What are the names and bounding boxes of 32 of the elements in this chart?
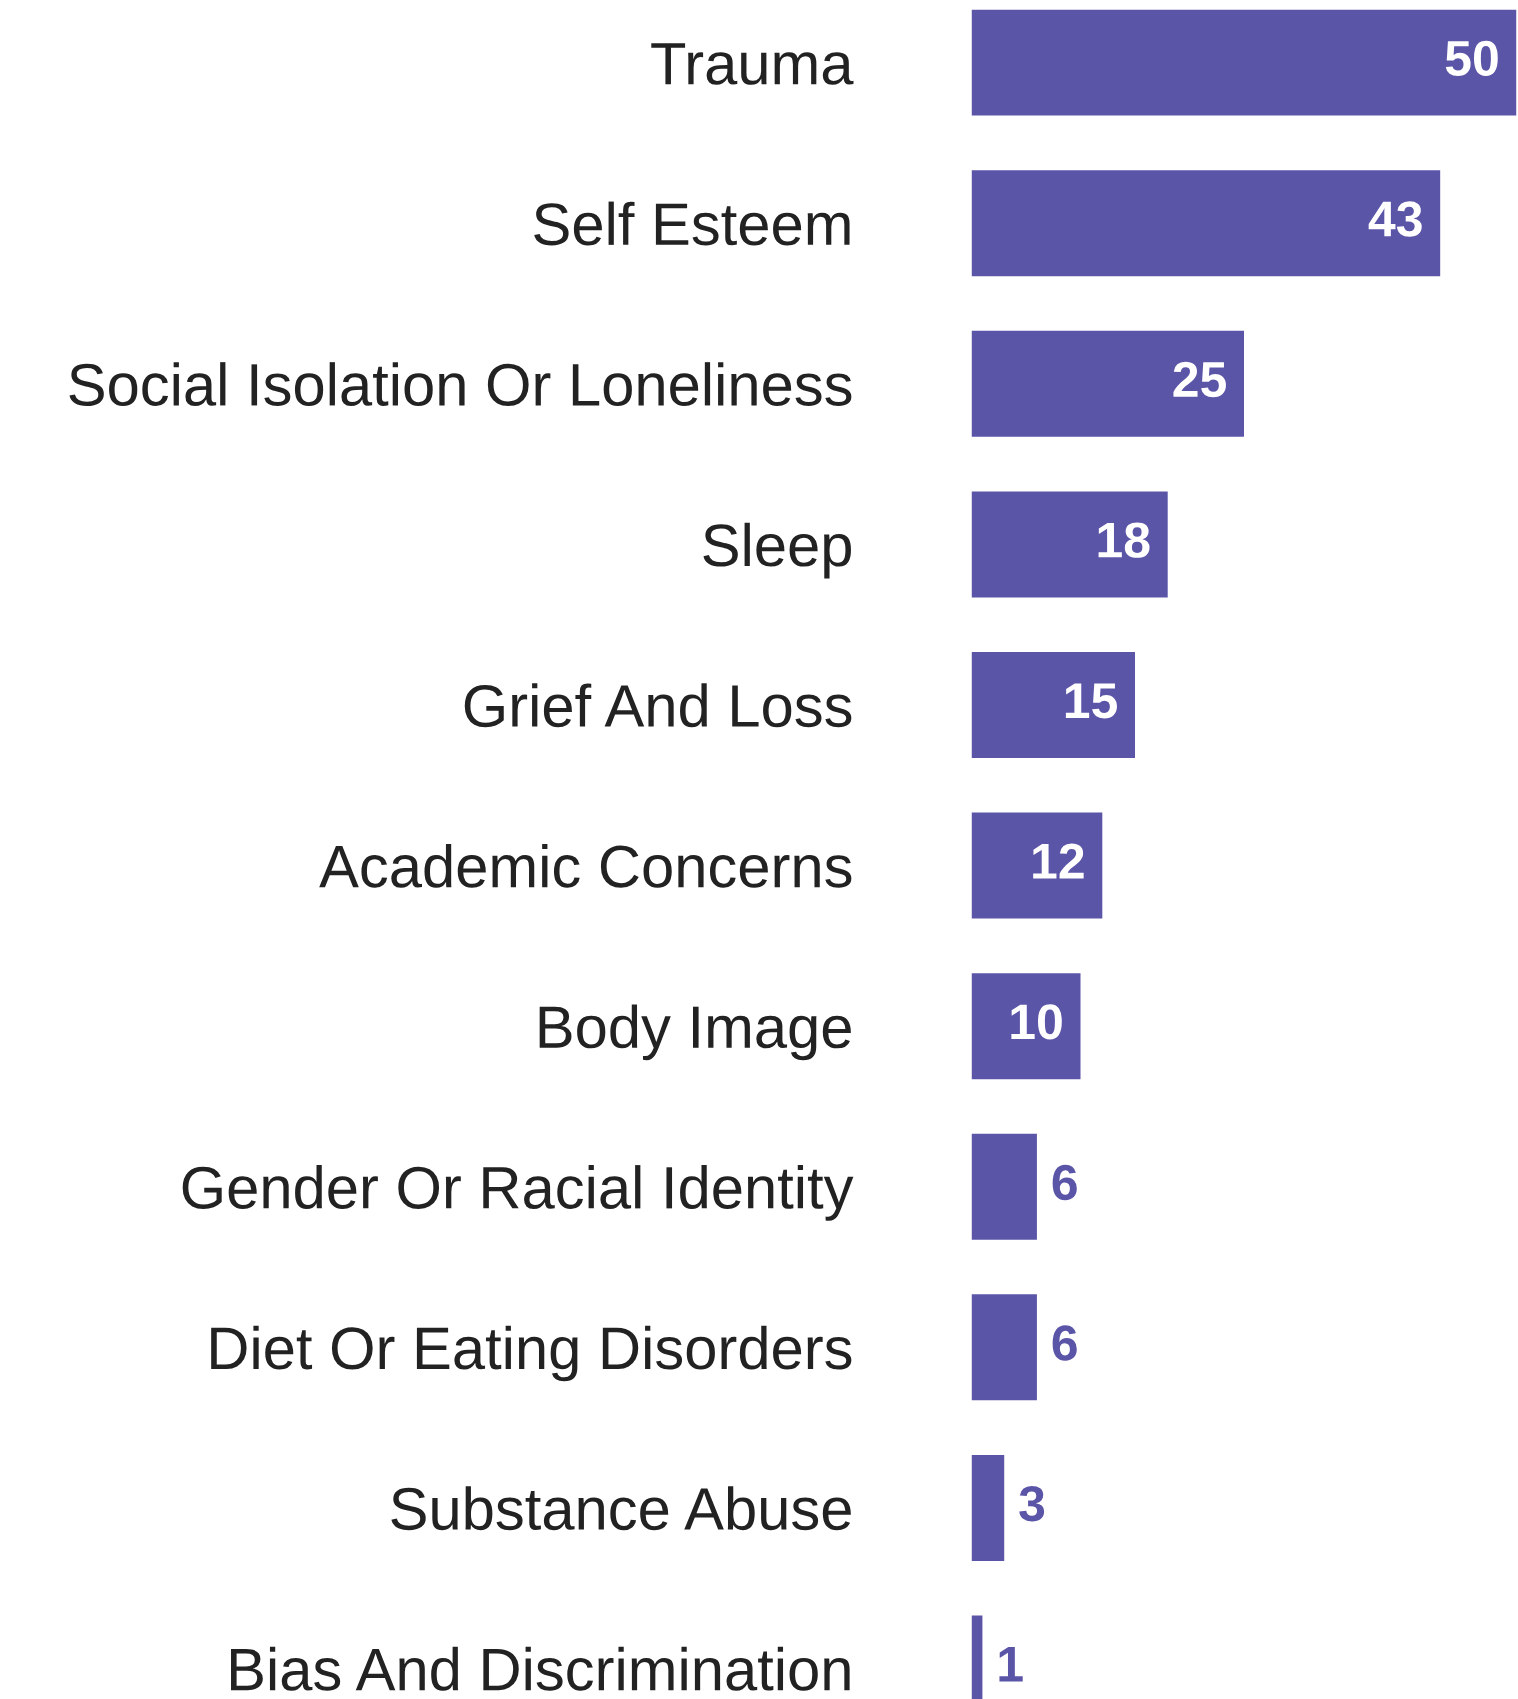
data-label: 10: [1011, 1004, 1062, 1040]
bar: [971, 1294, 1037, 1401]
bar: [971, 973, 1081, 1080]
y-tick-label: Self Esteem: [534, 201, 850, 246]
data-label: 15: [1065, 683, 1117, 719]
y-tick-label: Diet Or Eating Disorders: [211, 1325, 852, 1382]
data-label: 12: [1033, 843, 1084, 879]
y-tick-label: Body Image: [539, 1004, 851, 1061]
data-label: 43: [1368, 201, 1422, 237]
bar: [971, 9, 1517, 116]
data-label: 6: [1052, 1325, 1077, 1361]
data-label: 50: [1445, 40, 1498, 77]
y-tick-label: Social Isolation Or Loneliness: [69, 362, 852, 407]
data-label: 25: [1173, 361, 1226, 398]
bar: [971, 1454, 1005, 1561]
bar: [971, 491, 1168, 598]
bar: [971, 330, 1244, 437]
y-tick-label: Bias And Discrimination: [231, 1646, 850, 1691]
y-tick-label: Trauma: [651, 43, 854, 85]
bar: [971, 651, 1136, 758]
data-label: 1: [999, 1647, 1023, 1682]
bar: [971, 1133, 1037, 1240]
y-tick-label: Sleep: [703, 522, 851, 579]
y-tick-label: Gender Or Racial Identity: [182, 1165, 854, 1221]
bar: [971, 812, 1103, 919]
bar: [971, 170, 1441, 277]
y-tick-label: Academic Concerns: [319, 843, 852, 888]
data-label: 18: [1098, 522, 1150, 558]
data-label: 6: [1052, 1164, 1077, 1201]
y-tick-label: Substance Abuse: [391, 1486, 851, 1531]
data-label: 3: [1019, 1485, 1045, 1522]
y-tick-label: Grief And Loss: [464, 683, 852, 728]
